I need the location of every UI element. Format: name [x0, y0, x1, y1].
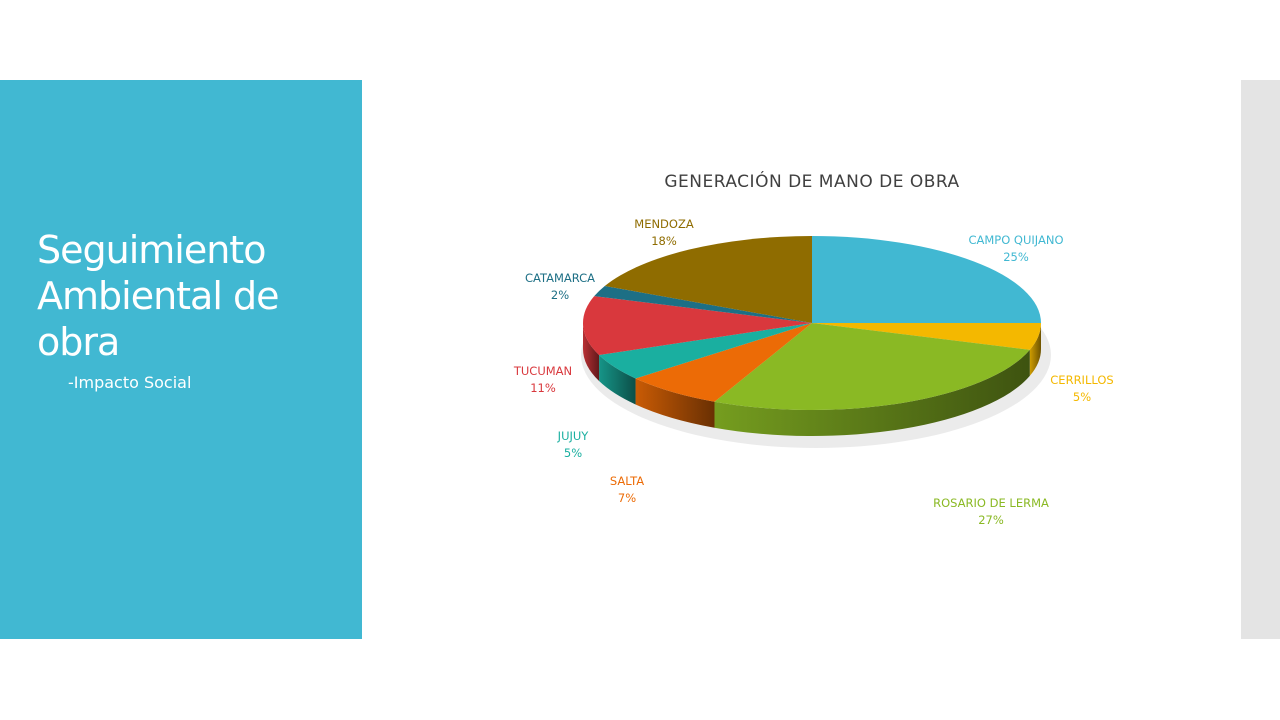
value-rosario-de-lerma: 27%: [978, 513, 1004, 527]
pie-slice-tucuman: [583, 296, 812, 356]
label-rosario-de-lerma: ROSARIO DE LERMA: [933, 496, 1049, 510]
pie-slice-salta: [635, 323, 812, 402]
title-panel: Seguimiento Ambiental de obra -Impacto S…: [0, 80, 362, 639]
value-cerrillos: 5%: [1073, 390, 1091, 404]
pie-slice-cerrillos: [812, 323, 1041, 350]
value-campo-quijano: 25%: [1003, 250, 1029, 264]
right-scroll-strip: [1241, 80, 1280, 639]
slide-subtitle: -Impacto Social: [68, 373, 192, 392]
value-tucuman: 11%: [530, 381, 556, 395]
pie-slice-rosario-de-lerma: [714, 323, 1030, 410]
value-jujuy: 5%: [564, 446, 582, 460]
pie-slices: [581, 236, 1051, 448]
label-catamarca: CATAMARCA: [525, 271, 595, 285]
chart-title: GENERACIÓN DE MANO DE OBRA: [664, 170, 959, 192]
value-catamarca: 2%: [551, 288, 569, 302]
label-cerrillos: CERRILLOS: [1050, 373, 1113, 387]
pie-side-cerrillos: [1029, 323, 1041, 376]
value-salta: 7%: [618, 491, 636, 505]
slide-title: Seguimiento Ambiental de obra: [37, 228, 279, 364]
pie-labels: CAMPO QUIJANO 25% CERRILLOS 5% ROSARIO DE LE…: [513, 217, 1114, 527]
pie-slice-campo-quijano: [812, 236, 1041, 323]
label-salta: SALTA: [610, 474, 644, 488]
pie-side-jujuy: [599, 355, 636, 405]
pie-side-rosario-de-lerma: [714, 349, 1030, 436]
label-campo-quijano: CAMPO QUIJANO: [968, 233, 1063, 247]
label-mendoza: MENDOZA: [634, 217, 694, 231]
pie-side-salta: [635, 378, 715, 428]
label-jujuy: JUJUY: [557, 429, 590, 443]
pie-slice-mendoza: [604, 236, 812, 323]
pie-slice-jujuy: [599, 323, 812, 379]
pie-side-tucuman: [583, 323, 600, 382]
label-tucuman: TUCUMAN: [513, 364, 572, 378]
pie-slice-catamarca: [594, 285, 812, 323]
value-mendoza: 18%: [651, 234, 677, 248]
